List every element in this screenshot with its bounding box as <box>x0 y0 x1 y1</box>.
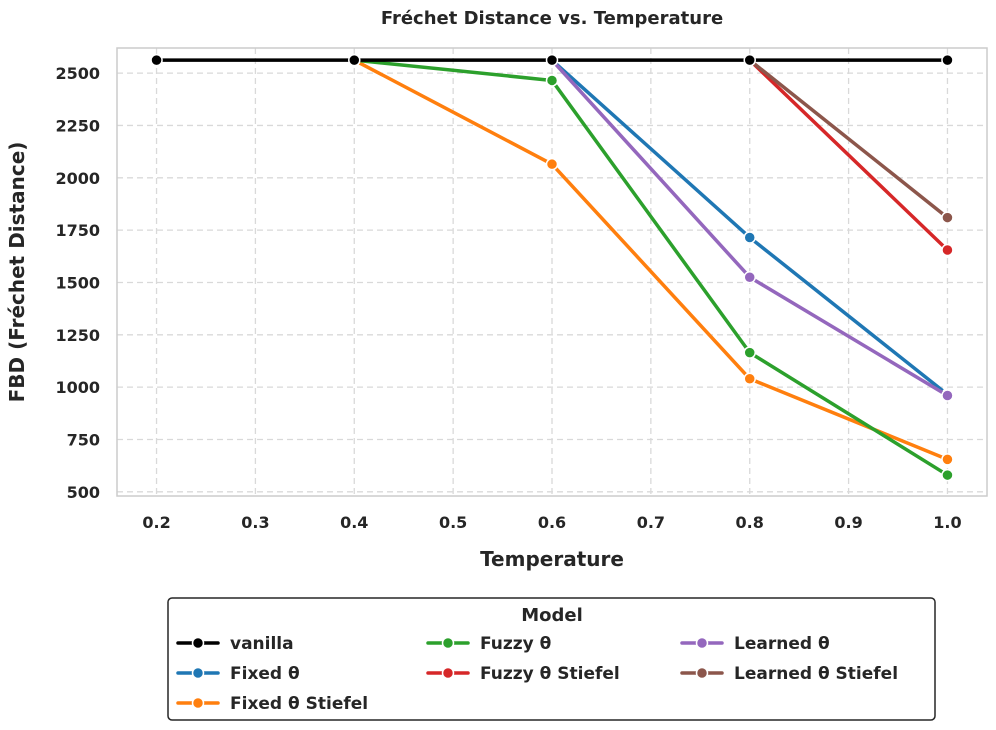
legend-swatch-marker <box>441 666 455 680</box>
x-tick-label: 0.9 <box>834 513 862 532</box>
data-point <box>941 53 954 67</box>
chart-title: Fréchet Distance vs. Temperature <box>381 8 723 29</box>
legend-swatch-marker <box>695 636 709 650</box>
x-tick-label: 0.4 <box>340 513 368 532</box>
series-fuzzy-theta-stiefel <box>743 53 954 257</box>
data-point <box>545 53 559 67</box>
data-point <box>941 389 954 402</box>
x-axis-ticks: 0.2 0.3 0.4 0.5 0.6 0.7 0.8 0.9 1.0 <box>142 513 961 532</box>
y-axis-label: FBD (Fréchet Distance) <box>5 142 29 403</box>
legend-title: Model <box>521 605 583 626</box>
data-point <box>743 346 756 359</box>
x-tick-label: 0.7 <box>637 513 665 532</box>
y-tick-label: 1750 <box>55 221 100 240</box>
legend-swatch-marker <box>191 636 205 650</box>
x-tick-label: 0.2 <box>142 513 170 532</box>
data-point <box>941 243 954 257</box>
x-tick-label: 0.6 <box>538 513 566 532</box>
data-point <box>941 211 954 224</box>
x-tick-label: 0.8 <box>736 513 764 532</box>
series-layer <box>150 53 954 482</box>
legend-label: Fixed θ Stiefel <box>230 694 368 714</box>
y-tick-label: 2500 <box>55 64 100 83</box>
legend-swatch-marker <box>191 696 205 710</box>
data-point <box>743 53 756 67</box>
legend-frame <box>167 597 936 721</box>
data-point <box>545 74 559 87</box>
legend-label: Learned θ <box>734 634 830 654</box>
legend-item: vanilla <box>176 634 294 654</box>
data-point <box>348 53 361 67</box>
x-tick-label: 0.5 <box>439 513 467 532</box>
y-tick-label: 500 <box>67 483 100 502</box>
grid-lines <box>117 48 987 496</box>
x-tick-label: 0.3 <box>241 513 269 532</box>
legend-item: Learned θ Stiefel <box>680 664 898 684</box>
legend-label: Fuzzy θ <box>480 634 551 654</box>
legend-item: Learned θ <box>680 634 830 654</box>
y-tick-label: 1000 <box>55 378 100 397</box>
legend-items: vanilla Fixed θ Fixed θ Stiefel Fuzzy θ Fuzz… <box>176 634 898 714</box>
x-tick-label: 1.0 <box>933 513 961 532</box>
legend-item: Fixed θ Stiefel <box>176 694 368 714</box>
y-tick-label: 2000 <box>55 169 100 188</box>
data-point <box>743 270 756 284</box>
y-tick-label: 1250 <box>55 326 100 345</box>
series-line <box>352 58 950 477</box>
series-line <box>747 58 950 252</box>
legend-item: Fixed θ <box>176 664 300 684</box>
legend-swatch-marker <box>191 666 205 680</box>
legend-label: Fuzzy θ Stiefel <box>480 664 620 684</box>
x-axis-label: Temperature <box>480 547 624 571</box>
legend-label: Learned θ Stiefel <box>734 664 898 684</box>
legend-swatch-marker <box>441 636 455 650</box>
legend-item: Fuzzy θ Stiefel <box>426 664 620 684</box>
data-point <box>743 372 756 386</box>
legend-label: Fixed θ <box>230 664 300 684</box>
y-tick-label: 750 <box>67 430 100 449</box>
legend-item: Fuzzy θ <box>426 634 551 654</box>
series-line <box>747 58 950 220</box>
data-point <box>941 468 954 482</box>
y-axis-ticks: 500 750 1000 1250 1500 1750 2000 2250 2500 <box>55 64 100 502</box>
legend: Model vanilla Fixed θ Fixed θ Stiefel Fuzzy… <box>167 597 936 721</box>
series-vanilla <box>150 53 954 67</box>
data-point <box>941 453 954 466</box>
data-point <box>545 157 559 171</box>
legend-label: vanilla <box>230 634 294 654</box>
series-line <box>352 58 950 462</box>
y-tick-label: 1500 <box>55 273 100 292</box>
y-tick-label: 2250 <box>55 116 100 135</box>
data-point <box>743 231 756 244</box>
legend-swatch-marker <box>695 666 709 680</box>
plot-frame <box>116 47 988 497</box>
data-point <box>150 53 163 67</box>
